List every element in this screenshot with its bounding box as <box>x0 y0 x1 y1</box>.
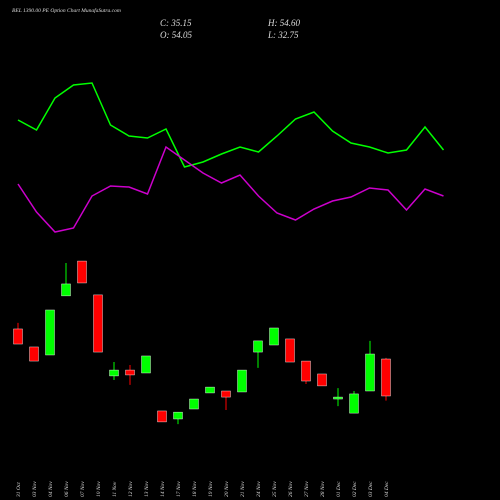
candle-body <box>365 353 375 392</box>
candle-body <box>13 328 23 345</box>
x-tick-label: 28 Nov <box>320 481 326 497</box>
x-tick-label: 03 Dec <box>368 481 374 497</box>
candle-body <box>237 369 247 393</box>
candle-body <box>349 393 359 414</box>
candle-body <box>333 396 343 400</box>
line-series <box>17 145 444 233</box>
candle-body <box>29 346 39 362</box>
candle-body <box>269 327 279 346</box>
low-label: L: 32.75 <box>267 30 299 40</box>
candle-body <box>317 373 327 387</box>
candle-body <box>285 338 295 363</box>
candle-body <box>125 369 135 376</box>
x-tick-label: 01 Dec <box>336 481 342 497</box>
close-label: C: 35.15 <box>160 18 192 28</box>
candle-body <box>93 294 103 353</box>
open-label: O: 54.05 <box>160 30 192 40</box>
x-tick-label: 02 Dec <box>352 481 358 497</box>
x-tick-label: 11 Nov <box>112 481 118 497</box>
x-tick-label: 07 Nov <box>80 481 86 497</box>
x-tick-label: 10 Nov <box>96 481 102 497</box>
candle-body <box>141 355 151 374</box>
candle-body <box>61 283 71 297</box>
candle-body <box>77 260 87 284</box>
x-tick-label: 13 Nov <box>144 481 150 497</box>
x-tick-label: 14 Nov <box>159 481 166 497</box>
x-tick-label: 17 Nov <box>176 481 182 497</box>
chart-title: BEL 1390.00 PE Option Chart MunafaSutra.… <box>12 7 121 14</box>
candle-body <box>253 340 263 353</box>
candle-body <box>189 398 199 410</box>
x-tick-label: 04 Dec <box>383 481 390 497</box>
x-tick-label: 26 Nov <box>288 481 294 497</box>
candle-body <box>221 390 231 398</box>
x-tick-label: 31 Oct <box>16 482 22 498</box>
x-tick-label: 04 Nov <box>47 481 54 497</box>
x-tick-label: 20 Nov <box>224 481 230 497</box>
x-tick-label: 27 Nov <box>304 481 310 497</box>
x-tick-label: 19 Nov <box>208 481 214 497</box>
x-tick-label: 21 Nov <box>240 481 246 497</box>
high-label: H: 54.60 <box>267 18 300 28</box>
x-tick-label: 12 Nov <box>128 481 134 497</box>
candle-body <box>205 386 215 394</box>
candle-body <box>45 309 55 356</box>
candle-body <box>173 411 183 420</box>
candle-body <box>301 360 311 382</box>
x-tick-label: 24 Nov <box>255 481 262 497</box>
x-tick-label: 06 Nov <box>64 481 70 497</box>
x-tick-label: 03 Nov <box>32 481 38 497</box>
candle-body <box>381 358 391 397</box>
candle-body <box>157 410 167 423</box>
candle-body <box>109 369 119 377</box>
x-tick-label: 18 Nov <box>192 481 198 497</box>
x-tick-label: 25 Nov <box>272 481 278 497</box>
line-series <box>17 82 445 168</box>
